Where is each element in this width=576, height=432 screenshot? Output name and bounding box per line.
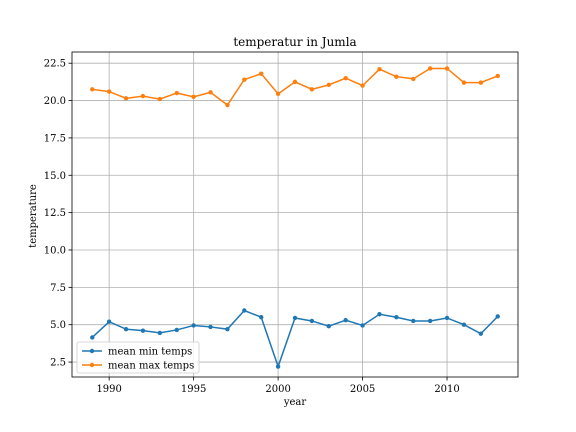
data-point-mean-max-temps <box>462 80 466 84</box>
data-point-mean-min-temps <box>394 315 398 319</box>
data-point-mean-max-temps <box>208 90 212 94</box>
data-point-mean-max-temps <box>428 66 432 70</box>
x-tick-label: 1990 <box>96 384 121 395</box>
data-point-mean-max-temps <box>394 74 398 78</box>
data-point-mean-max-temps <box>90 87 94 91</box>
x-tick-label: 2000 <box>265 384 290 395</box>
y-tick-label: 5.0 <box>50 320 66 331</box>
data-point-mean-min-temps <box>242 308 246 312</box>
data-point-mean-max-temps <box>377 67 381 71</box>
data-point-mean-min-temps <box>124 327 128 331</box>
data-point-mean-min-temps <box>428 319 432 323</box>
data-point-mean-max-temps <box>107 89 111 93</box>
data-point-mean-max-temps <box>310 87 314 91</box>
data-point-mean-min-temps <box>90 335 94 339</box>
data-point-mean-min-temps <box>327 324 331 328</box>
data-point-mean-max-temps <box>327 83 331 87</box>
x-tick-label: 2005 <box>350 384 375 395</box>
data-point-mean-max-temps <box>191 95 195 99</box>
data-point-mean-min-temps <box>158 331 162 335</box>
data-point-mean-min-temps <box>377 312 381 316</box>
data-point-mean-max-temps <box>259 71 263 75</box>
data-point-mean-min-temps <box>225 327 229 331</box>
data-point-mean-min-temps <box>310 319 314 323</box>
data-point-mean-min-temps <box>259 315 263 319</box>
legend-label: mean max temps <box>108 361 194 372</box>
data-point-mean-max-temps <box>360 83 364 87</box>
y-tick-label: 15.0 <box>44 171 66 182</box>
y-tick-label: 10.0 <box>44 245 66 256</box>
data-point-mean-max-temps <box>411 77 415 81</box>
data-point-mean-min-temps <box>141 328 145 332</box>
data-point-mean-max-temps <box>276 92 280 96</box>
data-point-mean-min-temps <box>208 325 212 329</box>
x-tick-label: 1995 <box>181 384 206 395</box>
data-point-mean-max-temps <box>225 103 229 107</box>
data-point-mean-max-temps <box>242 77 246 81</box>
data-point-mean-min-temps <box>360 323 364 327</box>
data-point-mean-max-temps <box>496 74 500 78</box>
data-point-mean-min-temps <box>462 323 466 327</box>
legend-marker <box>90 363 94 367</box>
data-point-mean-min-temps <box>479 331 483 335</box>
x-axis-label: year <box>283 397 307 408</box>
x-tick-label: 2010 <box>434 384 459 395</box>
y-tick-label: 12.5 <box>44 208 66 219</box>
data-point-mean-min-temps <box>175 328 179 332</box>
data-point-mean-min-temps <box>411 319 415 323</box>
y-tick-label: 2.5 <box>50 358 66 369</box>
legend-marker <box>90 349 94 353</box>
data-point-mean-max-temps <box>158 97 162 101</box>
chart-title: temperatur in Jumla <box>233 35 356 49</box>
data-point-mean-min-temps <box>293 316 297 320</box>
data-point-mean-max-temps <box>124 96 128 100</box>
data-point-mean-min-temps <box>191 323 195 327</box>
data-point-mean-max-temps <box>479 80 483 84</box>
data-point-mean-max-temps <box>445 66 449 70</box>
data-point-mean-max-temps <box>293 80 297 84</box>
y-tick-label: 22.5 <box>44 59 66 70</box>
y-tick-label: 7.5 <box>50 283 66 294</box>
data-point-mean-min-temps <box>276 364 280 368</box>
data-point-mean-max-temps <box>141 94 145 98</box>
y-axis-label: temperature <box>28 184 39 248</box>
data-point-mean-min-temps <box>343 318 347 322</box>
data-point-mean-min-temps <box>496 314 500 318</box>
data-point-mean-min-temps <box>107 320 111 324</box>
data-point-mean-min-temps <box>445 316 449 320</box>
legend: mean min temps mean max temps <box>77 342 199 373</box>
y-tick-label: 17.5 <box>44 133 66 144</box>
y-tick-label: 20.0 <box>44 96 66 107</box>
legend-label: mean min temps <box>108 347 192 358</box>
data-point-mean-max-temps <box>343 76 347 80</box>
data-point-mean-max-temps <box>175 91 179 95</box>
